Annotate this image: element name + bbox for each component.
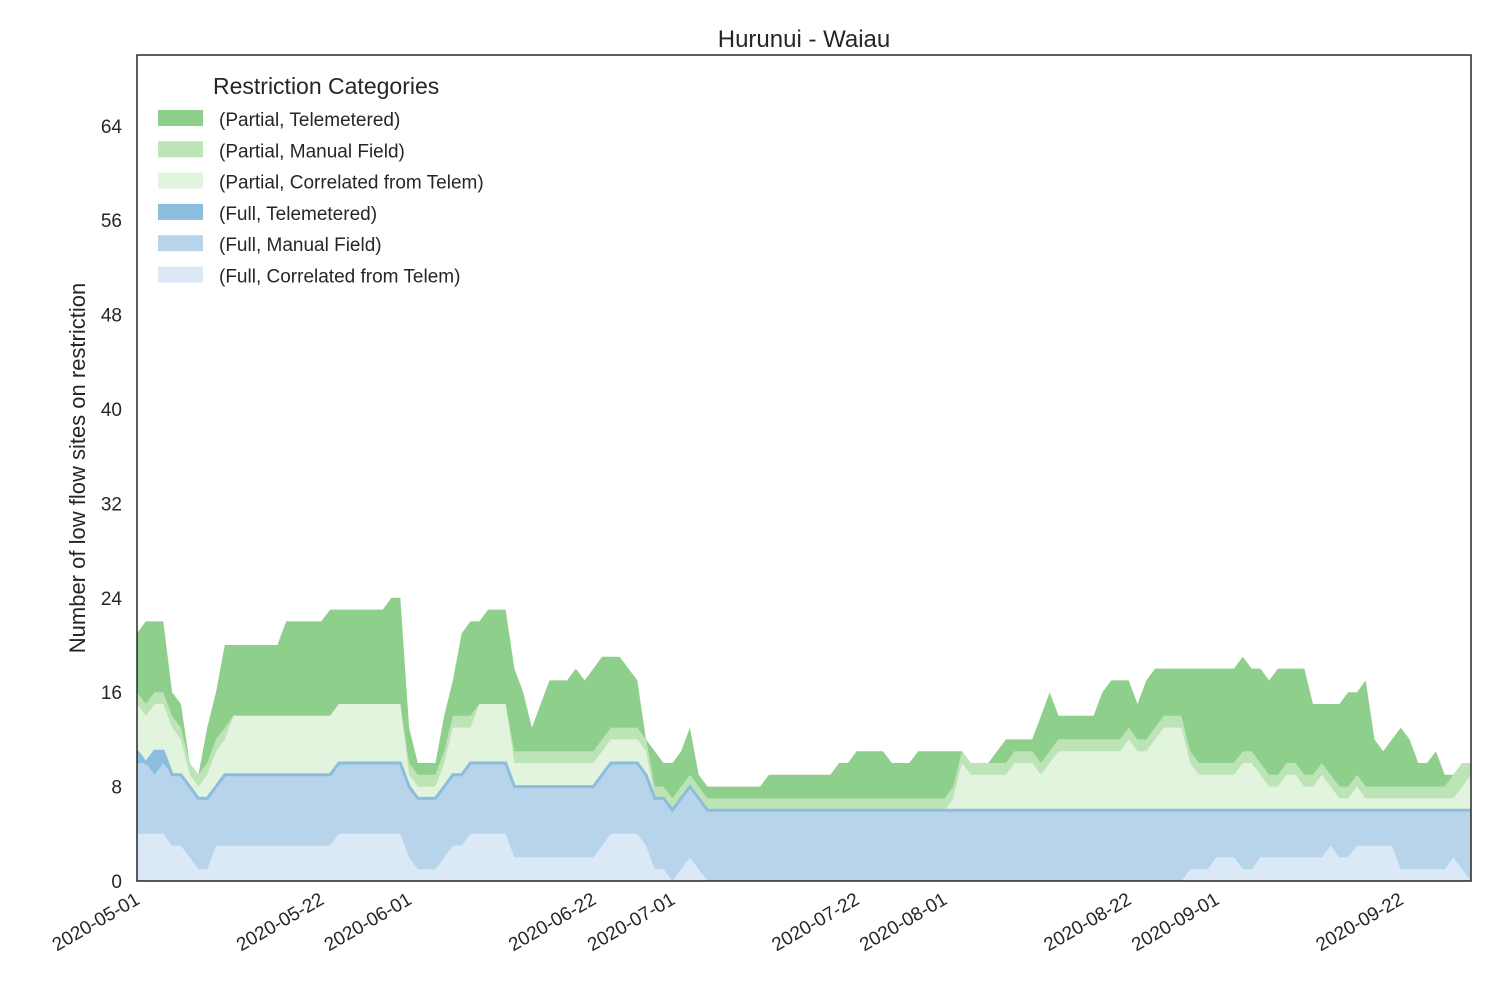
- area-full-correlated-from-telem: [137, 833, 1471, 881]
- y-tick-label: 48: [101, 306, 122, 327]
- legend-label: (Full, Correlated from Telem): [219, 267, 460, 288]
- y-tick-label: 32: [101, 494, 122, 515]
- legend-swatch: [158, 172, 203, 189]
- x-tick-label: 2020-07-01: [584, 889, 679, 956]
- y-tick-label: 16: [101, 683, 122, 704]
- y-tick-label: 8: [111, 778, 122, 799]
- y-tick-label: 24: [101, 589, 123, 610]
- x-tick-label: 2020-06-22: [505, 889, 600, 956]
- chart-title: Hurunui - Waiau: [718, 26, 891, 53]
- y-tick-label: 0: [111, 872, 122, 893]
- x-tick-label: 2020-06-01: [321, 889, 416, 956]
- legend-swatch: [158, 203, 203, 220]
- legend-swatch: [158, 110, 203, 126]
- legend-label: (Partial, Telemetered): [219, 110, 400, 131]
- stacked-areas: [137, 597, 1471, 881]
- full-telemetered-edge: [135, 749, 1471, 813]
- legend-label: (Full, Telemetered): [219, 204, 377, 225]
- legend-swatch: [158, 266, 203, 283]
- x-tick-label: 2020-07-22: [768, 889, 863, 956]
- y-axis-label: Number of low flow sites on restriction: [65, 283, 90, 653]
- x-tick-label: 2020-08-22: [1041, 889, 1136, 956]
- y-tick-label: 40: [101, 400, 122, 421]
- plot-frame: [136, 54, 1472, 882]
- y-tick-label: 56: [101, 211, 122, 232]
- legend-title: Restriction Categories: [213, 73, 439, 99]
- x-tick-label: 2020-05-01: [49, 889, 144, 956]
- y-tick-label: 64: [101, 117, 123, 138]
- legend-swatch: [158, 141, 203, 158]
- x-tick-label: 2020-09-01: [1128, 889, 1223, 956]
- legend-label: (Partial, Manual Field): [219, 141, 405, 162]
- x-tick-label: 2020-09-22: [1313, 889, 1408, 956]
- legend-swatch: [158, 235, 203, 252]
- y-axis-ticks: 0 8 16 24 32 40 48 56 64: [101, 117, 123, 893]
- legend: Restriction Categories (Partial, Telemet…: [158, 73, 484, 288]
- x-tick-label: 2020-08-01: [856, 889, 951, 956]
- area-edges: [135, 749, 1471, 813]
- legend-label: (Partial, Correlated from Telem): [219, 173, 484, 194]
- x-tick-label: 2020-05-22: [233, 889, 328, 956]
- legend-label: (Full, Manual Field): [219, 235, 382, 256]
